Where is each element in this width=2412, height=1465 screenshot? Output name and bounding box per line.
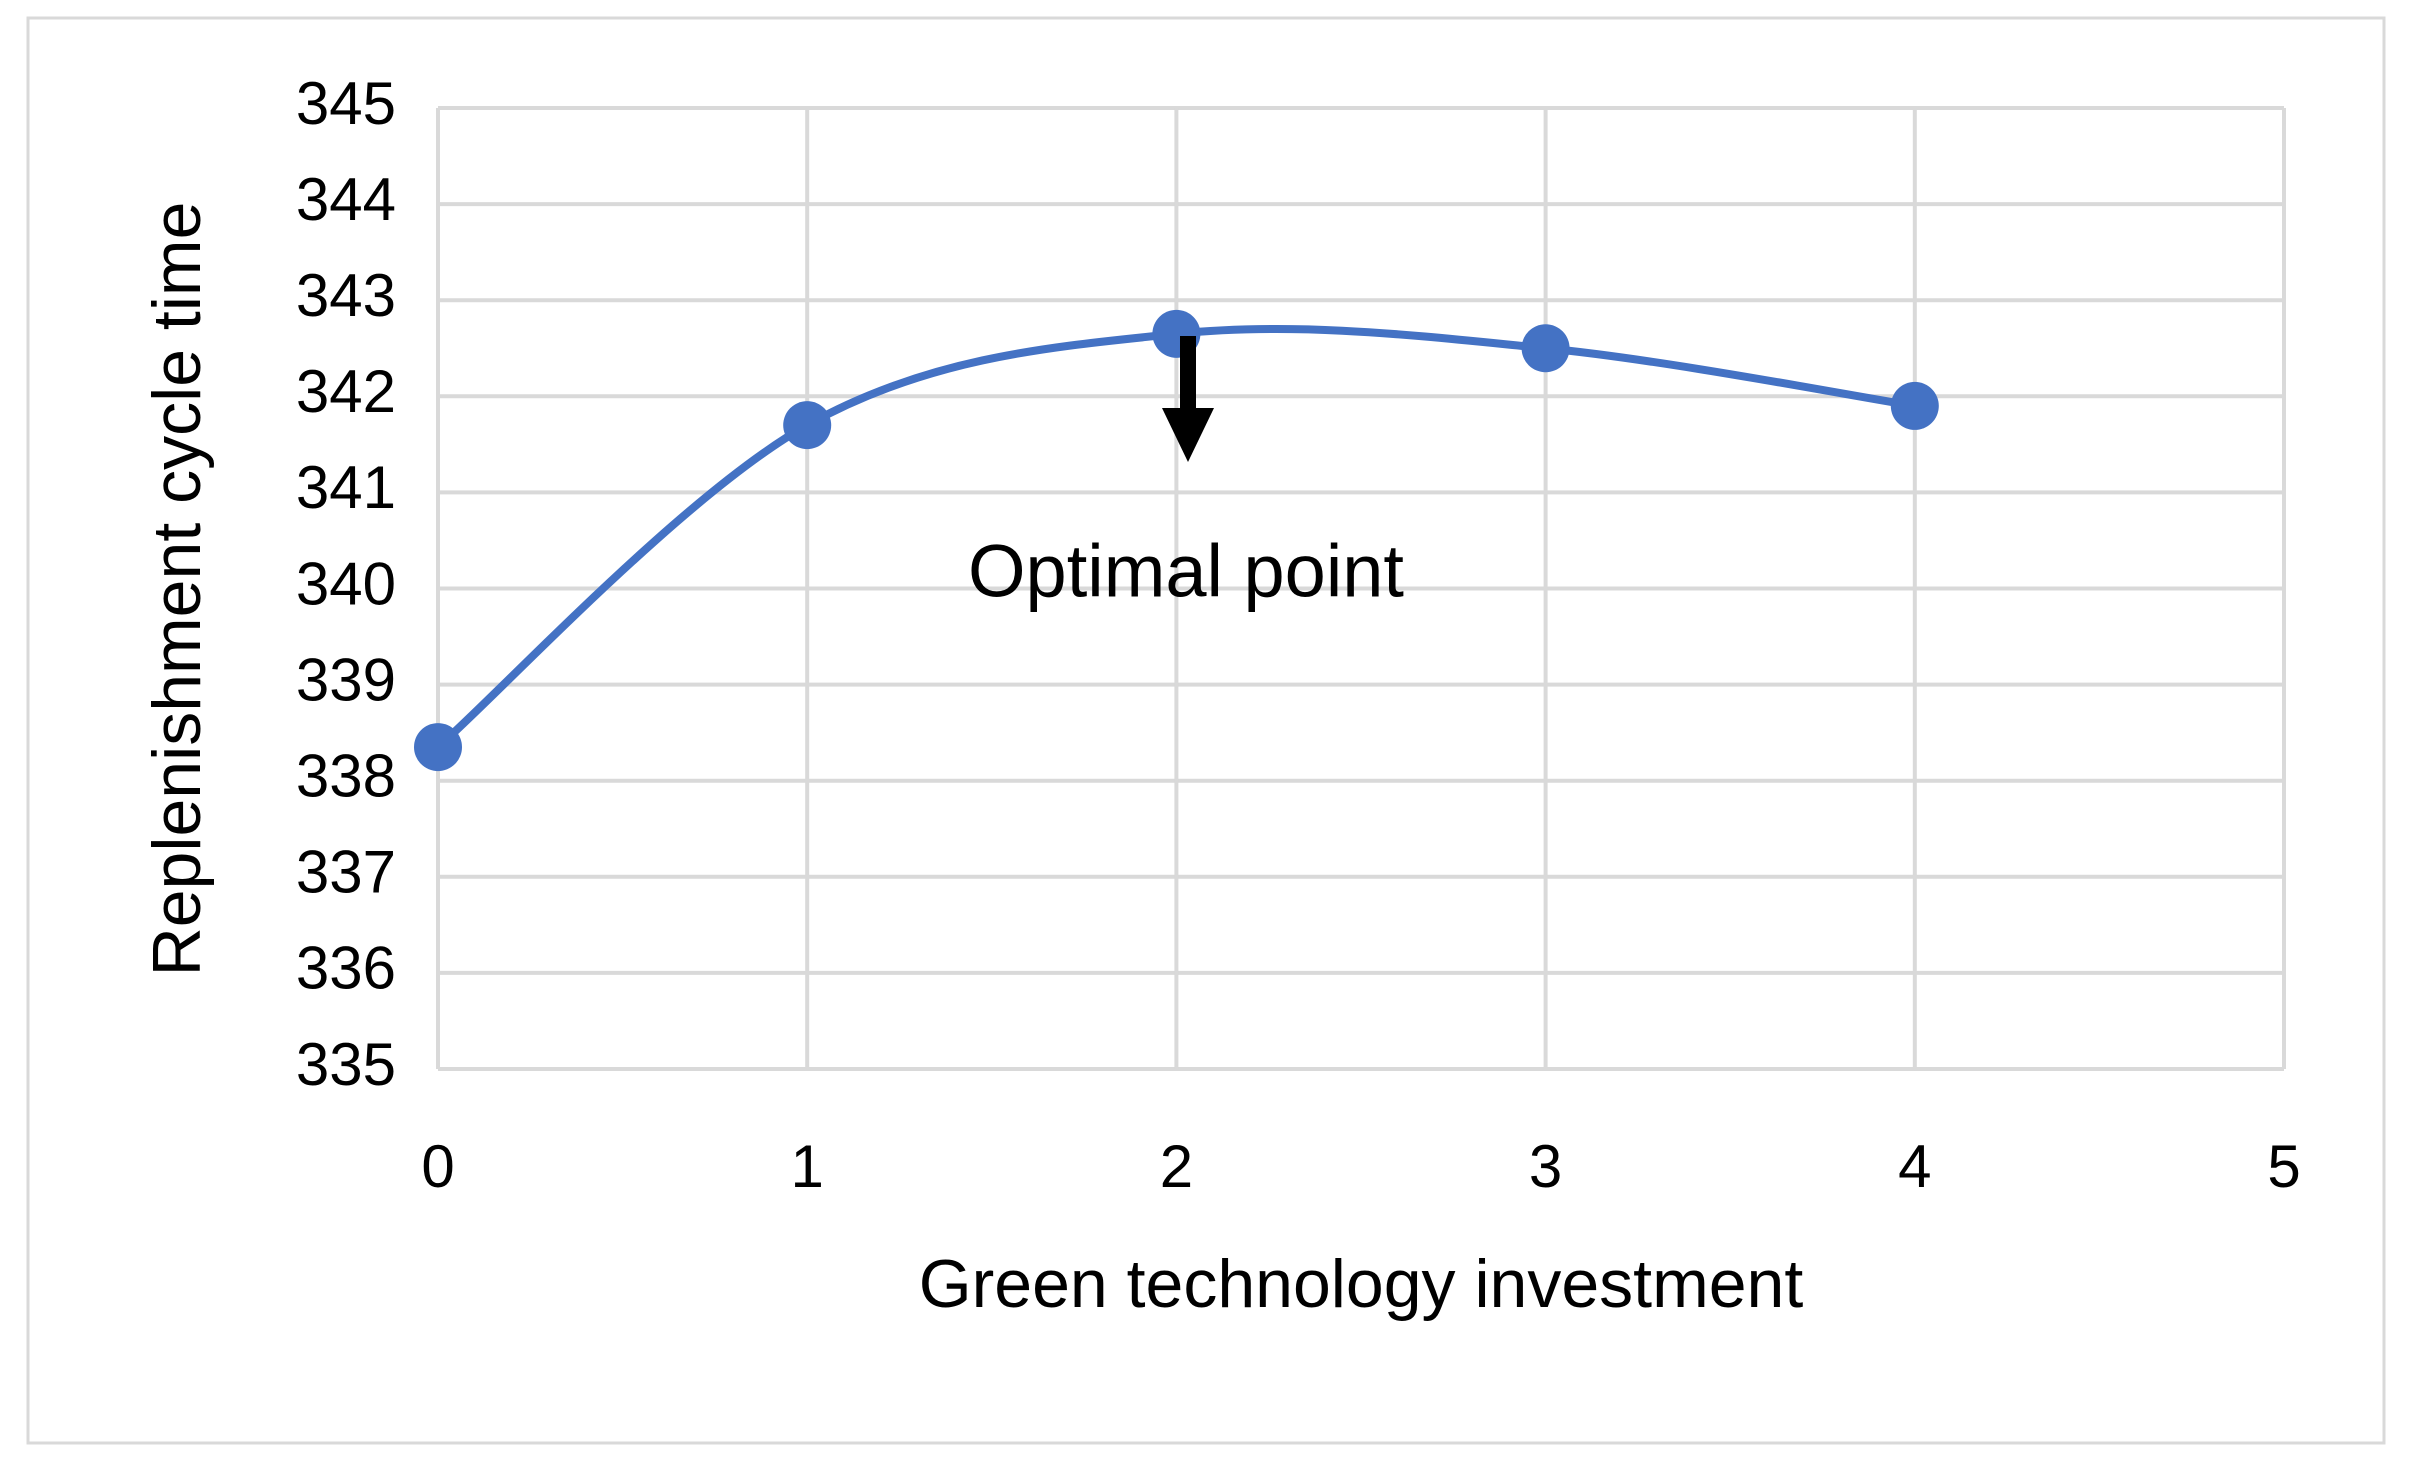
x-axis-title: Green technology investment bbox=[919, 1246, 1804, 1322]
y-axis-title: Replenishment cycle time bbox=[139, 202, 215, 977]
plot-area bbox=[414, 309, 1939, 772]
data-point bbox=[414, 723, 462, 772]
y-tick-label: 341 bbox=[296, 454, 396, 521]
y-tick-label: 340 bbox=[296, 550, 396, 617]
x-tick-label: 0 bbox=[421, 1133, 454, 1200]
x-tick-label: 1 bbox=[791, 1133, 824, 1200]
arrow-head bbox=[1162, 408, 1214, 462]
y-tick-label: 338 bbox=[296, 743, 396, 810]
x-tick-label: 5 bbox=[2267, 1133, 2300, 1200]
data-point bbox=[1890, 381, 1939, 430]
y-tick-label: 343 bbox=[296, 262, 396, 329]
y-tick-label: 344 bbox=[296, 166, 396, 233]
x-tick-label: 3 bbox=[1529, 1133, 1562, 1200]
y-tick-label: 336 bbox=[296, 935, 396, 1002]
data-point bbox=[783, 401, 832, 450]
annotation-arrow bbox=[1162, 336, 1214, 462]
grid bbox=[436, 106, 2286, 1071]
y-tick-label: 342 bbox=[296, 358, 396, 425]
y-tick-label: 337 bbox=[296, 839, 396, 906]
x-tick-label: 2 bbox=[1160, 1133, 1193, 1200]
data-point bbox=[1521, 324, 1570, 373]
y-tick-label: 345 bbox=[296, 70, 396, 137]
x-tick-label: 4 bbox=[1898, 1133, 1931, 1200]
annotation: Optimal point bbox=[968, 530, 1404, 613]
y-tick-label: 335 bbox=[296, 1031, 396, 1098]
y-tick-label: 339 bbox=[296, 646, 396, 713]
